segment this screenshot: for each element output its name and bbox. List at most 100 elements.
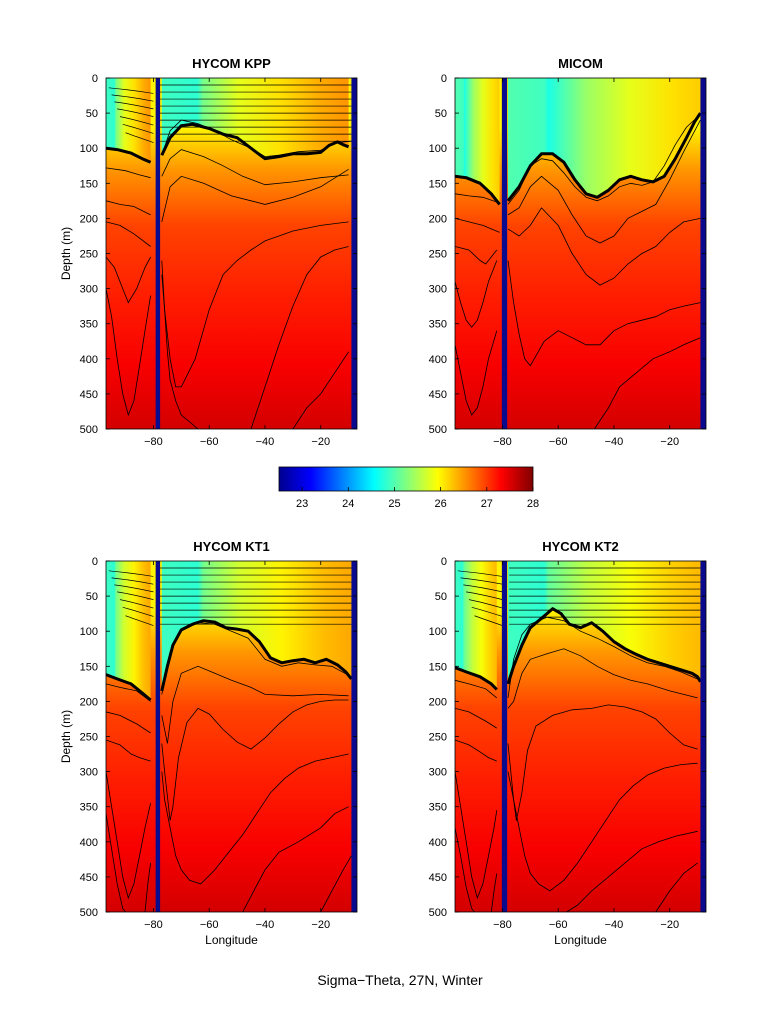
layer-interface-line [119, 599, 154, 609]
colorbar: 23 24 25 26 27 28 [278, 466, 539, 510]
layer-interface-line [108, 87, 154, 94]
y-tick-label: 200 [429, 213, 447, 225]
y-tick-label: 350 [80, 802, 98, 814]
panel-title: HYCOM KT2 [542, 539, 619, 554]
layer-interface-line [114, 101, 154, 110]
surface-layer-fill [106, 561, 151, 700]
land-mask [155, 78, 161, 429]
y-tick-label: 50 [86, 108, 98, 120]
land-mask [501, 561, 508, 912]
layer-interface-line [460, 577, 503, 585]
layer-interface-line [122, 606, 154, 617]
y-tick-label: 50 [435, 108, 447, 120]
colorbar-tick-label: 26 [435, 498, 447, 510]
y-tick-label: 300 [429, 284, 447, 296]
y-tick-label: 500 [429, 424, 447, 436]
x-tick-label: −40 [605, 919, 624, 931]
mixed-layer-depth-line [160, 122, 350, 161]
layer-interface-line [457, 570, 503, 577]
colorbar-tick-label: 25 [388, 498, 400, 510]
contour-line [106, 288, 349, 429]
contour-line [106, 813, 352, 912]
panel-title: HYCOM KPP [192, 56, 271, 71]
y-tick-label: 100 [429, 143, 447, 155]
layer-interface-line [111, 94, 154, 102]
y-tick-label: 50 [435, 591, 447, 603]
mixed-layer-depth-line [106, 146, 152, 164]
y-tick-label: 200 [80, 696, 98, 708]
colorbar-tick-label: 23 [296, 498, 308, 510]
contour-line [455, 739, 698, 892]
x-tick-label: −20 [660, 919, 679, 931]
panel-title: MICOM [558, 56, 603, 71]
y-tick-label: 250 [80, 249, 98, 261]
surface-layer-fill [161, 78, 349, 159]
layer-interface-line [463, 584, 503, 593]
y-tick-label: 400 [429, 354, 447, 366]
contour-line [455, 330, 498, 416]
y-tick-label: 250 [429, 249, 447, 261]
contour-line [106, 246, 349, 429]
y-tick-label: 300 [80, 284, 98, 296]
x-tick-label: −60 [549, 436, 568, 448]
y-tick-label: 350 [80, 319, 98, 331]
x-tick-label: −40 [256, 919, 275, 931]
mixed-layer-depth-line [455, 666, 498, 691]
y-tick-label: 350 [429, 319, 447, 331]
layer-interface-line [114, 584, 154, 593]
colorbar-tick-label: 24 [342, 498, 354, 510]
surface-layer-fill [508, 78, 701, 201]
y-tick-label: 450 [80, 389, 98, 401]
layer-interface-line [117, 591, 154, 600]
layer-interface-line [468, 599, 503, 609]
y-tick-label: 400 [80, 354, 98, 366]
y-tick-label: 500 [80, 424, 98, 436]
contour-line [455, 119, 701, 244]
contour-line [106, 771, 349, 912]
y-tick-label: 200 [429, 696, 447, 708]
y-tick-label: 400 [429, 837, 447, 849]
colorbar-ramp [278, 466, 534, 492]
mixed-layer-depth-line [106, 673, 152, 702]
y-tick-label: 500 [80, 907, 98, 919]
y-tick-label: 400 [80, 837, 98, 849]
y-tick-label: 0 [441, 73, 447, 85]
y-axis-label: Depth (m) [59, 227, 73, 280]
y-tick-label: 0 [92, 556, 98, 568]
layer-interface-line [125, 132, 154, 143]
layer-interface-line [122, 123, 154, 134]
plot-area [455, 78, 706, 429]
contour-line [106, 699, 349, 821]
y-tick-label: 450 [429, 389, 447, 401]
contour-line [455, 648, 698, 709]
plot-area [106, 78, 357, 429]
figure-caption: Sigma−Theta, 27N, Winter [317, 972, 483, 988]
layer-interface-line [117, 108, 154, 117]
y-tick-label: 100 [80, 626, 98, 638]
colorbar-tick-label: 27 [481, 498, 493, 510]
y-tick-label: 150 [80, 178, 98, 190]
contour-line [455, 207, 701, 286]
x-tick-label: −80 [493, 436, 512, 448]
panel-micom: MICOM 0 50 100 150 200 250 300 350 400 450 500 −80 −6… [429, 56, 707, 448]
contour-line [507, 114, 701, 205]
x-axis-label: Longitude [554, 933, 607, 947]
contour-line [106, 665, 349, 744]
layer-interface-line [119, 116, 154, 126]
contour-line [106, 149, 349, 186]
surface-layer-fill [106, 78, 151, 163]
contour-line [455, 827, 698, 912]
y-tick-label: 300 [429, 767, 447, 779]
y-tick-label: 150 [429, 178, 447, 190]
x-axis-label: Longitude [205, 933, 258, 947]
layer-interface-line [474, 615, 503, 626]
x-tick-label: −80 [144, 436, 163, 448]
contour-line [455, 704, 698, 821]
y-tick-label: 450 [429, 872, 447, 884]
y-tick-label: 500 [429, 907, 447, 919]
x-tick-label: −60 [200, 919, 219, 931]
contour-line [455, 771, 698, 912]
y-tick-label: 250 [80, 732, 98, 744]
y-tick-label: 100 [429, 626, 447, 638]
